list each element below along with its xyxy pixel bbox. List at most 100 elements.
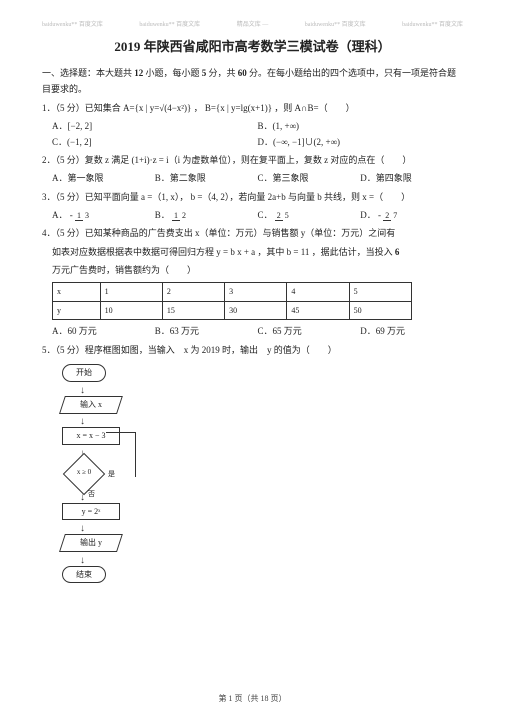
q1-stem: 1．（5 分）已知集合 A={x | y=√(4−x²)} ， B={x | y…	[42, 101, 463, 117]
q2-opt-a: A．第一象限	[52, 171, 155, 186]
fc-arrow	[62, 385, 463, 393]
page-footer: 第 1 页（共 18 页）	[0, 692, 505, 706]
section-heading: 一、选择题：本大题共 12 小题，每小题 5 分，共 60 分。在每小题给出的四…	[42, 66, 463, 97]
q3-opt-a: A． - 13	[52, 208, 155, 223]
opt-label: B．	[155, 210, 170, 220]
table-cell: 15	[162, 301, 224, 320]
q3-stem: 3．（5 分）已知平面向量 a =（1, x）， b =（4, 2），若向量 2…	[42, 190, 463, 205]
q2-opt-c: C．第三象限	[258, 171, 361, 186]
section-text: 分，共	[209, 68, 236, 78]
q2-stem: 2．（5 分）复数 z 满足 (1+i)·z = i（i 为虚数单位），则在复平…	[42, 153, 463, 168]
table-cell: 5	[349, 283, 411, 302]
flowchart: 开始 输入 x x = x − 3 x ≥ 0 是 否 y = 2ˣ 输出 y …	[62, 364, 463, 584]
section-pts-each: 5	[202, 68, 207, 78]
q3-opt-c: C． 25	[258, 208, 361, 223]
q1-options: A．[−2, 2] B．(1, +∞) C．(−1, 2] D．(−∞, −1]…	[52, 119, 463, 150]
fc-cond-wrap: x ≥ 0 是	[62, 459, 106, 489]
fc-no-label: 否	[88, 489, 95, 501]
table-row: y 10 15 30 45 50	[53, 301, 412, 320]
q4-text: y（单位：万元）之间有	[301, 228, 396, 238]
watermark-row: baiduwenku** 百度文库 baiduwenku** 百度文库 精品文库…	[42, 20, 463, 30]
opt-neg: -	[70, 210, 73, 220]
q4-six: 6	[395, 247, 400, 257]
q4-line2: 如表对应数据根据表中数据可得回归方程 y = b x + a ，其中 b = 1…	[42, 245, 463, 260]
watermark: baiduwenku** 百度文库	[42, 20, 103, 30]
watermark: baiduwenku** 百度文库	[139, 20, 200, 30]
table-cell: 30	[225, 301, 287, 320]
table-row: x 1 2 3 4 5	[53, 283, 412, 302]
fc-cond: x ≥ 0	[62, 467, 106, 479]
fc-arrow: 否	[62, 492, 463, 500]
q1-opt-a: A．[−2, 2]	[52, 119, 258, 134]
q1-opt-b: B．(1, +∞)	[258, 119, 464, 134]
fc-start: 开始	[62, 364, 106, 382]
fc-input: 输入 x	[59, 396, 123, 414]
section-text: 一、选择题：本大题共	[42, 68, 132, 78]
fc-end: 结束	[62, 566, 106, 584]
q4-opt-b: B．63 万元	[155, 324, 258, 339]
q1-set-a: A={x | y=√(4−x²)}	[123, 101, 191, 116]
q2-opt-d: D．第四象限	[360, 171, 463, 186]
watermark: baiduwenku** 百度文库	[402, 20, 463, 30]
frac-n: 1	[75, 211, 83, 221]
fc-arrow	[62, 555, 463, 563]
q4-eq: y = b x + a ，其中	[216, 247, 284, 257]
fc-output: 输出 y	[59, 534, 123, 552]
table-cell: 45	[287, 301, 349, 320]
q4-line3: 万元广告费时，销售额约为（ ）	[42, 263, 463, 278]
q5-stem: 5．（5 分）程序框图如图，当输入 x 为 2019 时，输出 y 的值为（ ）	[42, 343, 463, 358]
watermark: baiduwenku** 百度文库	[305, 20, 366, 30]
q1-set-b: B={x | y=lg(x+1)}	[205, 101, 272, 116]
table-cell: 4	[287, 283, 349, 302]
section-pts-total: 60	[238, 68, 247, 78]
opt-label: A．	[52, 210, 68, 220]
q3-opt-b: B． 12	[155, 208, 258, 223]
q4-table: x 1 2 3 4 5 y 10 15 30 45 50	[52, 282, 412, 320]
q1-stem-text: 1．（5 分）已知集合	[42, 103, 121, 113]
table-cell: y	[53, 301, 101, 320]
q2-options: A．第一象限 B．第二象限 C．第三象限 D．第四象限	[52, 171, 463, 186]
q1-sep: ，	[194, 103, 203, 113]
table-cell: 3	[225, 283, 287, 302]
frac-n: 1	[172, 211, 180, 221]
frac-d: 2	[180, 211, 188, 220]
q4-line1: 4．（5 分）已知某种商品的广告费支出 x（单位：万元）与销售额 y（单位：万元…	[42, 226, 463, 241]
fc-arrow	[62, 416, 463, 424]
table-cell: x	[53, 283, 101, 302]
q3-options: A． - 13 B． 12 C． 25 D． - 27	[52, 208, 463, 223]
fc-step2: y = 2ˣ	[62, 503, 120, 521]
fc-arrow	[62, 523, 463, 531]
section-count: 12	[134, 68, 143, 78]
q1-opt-d: D．(−∞, −1]∪(2, +∞)	[258, 135, 464, 150]
opt-label: C．	[258, 210, 273, 220]
q2-opt-b: B．第二象限	[155, 171, 258, 186]
frac-d: 5	[283, 211, 291, 220]
q4-opt-a: A．60 万元	[52, 324, 155, 339]
page-title: 2019 年陕西省咸阳市高考数学三模试卷（理科）	[42, 36, 463, 58]
frac-d: 7	[391, 211, 399, 220]
q3-vec-b: b =（4, 2），若向量 2a+b 与向量 b 共线，则 x =（ ）	[191, 192, 410, 202]
q4-text: 4．（5 分）已知某种商品的广告费支出	[42, 228, 193, 238]
q1-opt-c: C．(−1, 2]	[52, 135, 258, 150]
table-cell: 50	[349, 301, 411, 320]
frac-d: 3	[83, 211, 91, 220]
q4-text: b = 11 ，据此估计，当投入	[287, 247, 393, 257]
fc-loop-line	[106, 432, 136, 477]
table-cell: 10	[100, 301, 162, 320]
q1-tail: ，则 A∩B=（ ）	[274, 103, 354, 113]
watermark: 精品文库 —	[237, 20, 269, 30]
opt-label: D．	[360, 210, 376, 220]
table-cell: 1	[100, 283, 162, 302]
q4-options: A．60 万元 B．63 万元 C．65 万元 D．69 万元	[52, 324, 463, 339]
opt-neg: -	[378, 210, 381, 220]
table-cell: 2	[162, 283, 224, 302]
q4-opt-d: D．69 万元	[360, 324, 463, 339]
q4-text: 如表对应数据根据表中数据可得回归方程	[52, 247, 214, 257]
q3-opt-d: D． - 27	[360, 208, 463, 223]
q3-stem-text: 3．（5 分）已知平面向量	[42, 192, 139, 202]
q3-vec-a: a =（1, x），	[141, 192, 188, 202]
q4-opt-c: C．65 万元	[258, 324, 361, 339]
frac-n: 2	[275, 211, 283, 221]
q4-text: x（单位：万元）与销售额	[195, 228, 299, 238]
section-text: 小题，每小题	[146, 68, 200, 78]
